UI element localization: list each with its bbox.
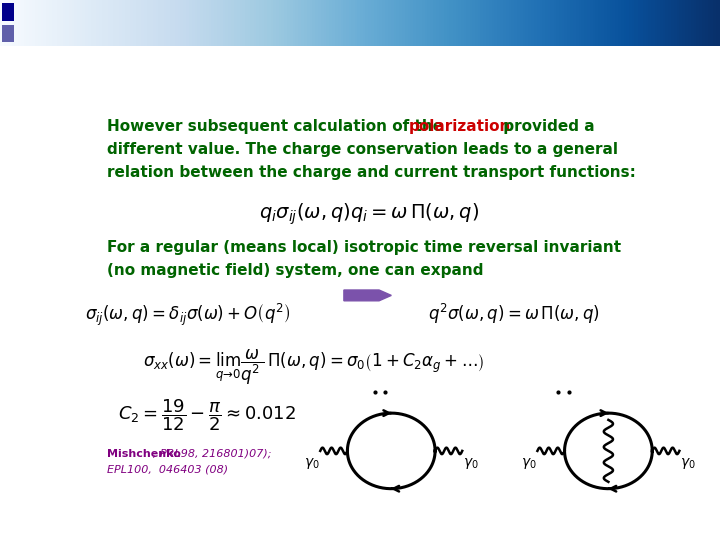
Text: Mishchenko: Mishchenko (107, 449, 181, 459)
Text: $\gamma_0$: $\gamma_0$ (463, 456, 479, 471)
Text: However subsequent calculation of the: However subsequent calculation of the (107, 119, 448, 134)
Text: $\sigma_{ij}\left(\omega,q\right)=\delta_{ij}\sigma\left(\omega\right)+O\left(q^: $\sigma_{ij}\left(\omega,q\right)=\delta… (85, 302, 290, 328)
Bar (1, 3, 14, 21)
Text: $\sigma_{xx}\left(\omega\right)=\lim_{q\to 0}\dfrac{\omega}{q^2}\,\Pi\left(\omeg: $\sigma_{xx}\left(\omega\right)=\lim_{q\… (143, 348, 484, 387)
Text: , PRL98, 216801)07);: , PRL98, 216801)07); (153, 449, 271, 459)
Text: $\gamma_0$: $\gamma_0$ (680, 456, 696, 471)
Text: polarization: polarization (409, 119, 511, 134)
Text: $q_i\sigma_{ij}\left(\omega,q\right)q_i = \omega\,\Pi\left(\omega,q\right)$: $q_i\sigma_{ij}\left(\omega,q\right)q_i … (259, 201, 479, 227)
Text: $\gamma_0$: $\gamma_0$ (521, 456, 537, 471)
Bar (1, 25, 14, 42)
Text: (no magnetic field) system, one can expand: (no magnetic field) system, one can expa… (107, 263, 483, 278)
Text: relation between the charge and current transport functions:: relation between the charge and current … (107, 165, 636, 180)
FancyArrow shape (344, 290, 392, 301)
Text: different value. The charge conservation leads to a general: different value. The charge conservation… (107, 141, 618, 157)
Text: $\gamma_0$: $\gamma_0$ (304, 456, 320, 471)
Text: $C_2=\dfrac{19}{12}-\dfrac{\pi}{2}\approx 0.012$: $C_2=\dfrac{19}{12}-\dfrac{\pi}{2}\appro… (118, 398, 296, 434)
Text: provided a: provided a (498, 119, 595, 134)
Text: $q^2\sigma\left(\omega,q\right)=\omega\,\Pi\left(\omega,q\right)$: $q^2\sigma\left(\omega,q\right)=\omega\,… (428, 302, 600, 326)
Text: For a regular (means local) isotropic time reversal invariant: For a regular (means local) isotropic ti… (107, 240, 621, 255)
Text: EPL100,  046403 (08): EPL100, 046403 (08) (107, 464, 228, 474)
